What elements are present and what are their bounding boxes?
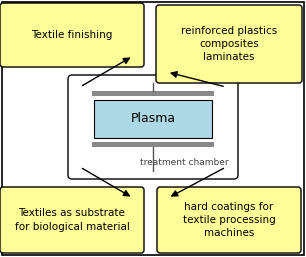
Text: Textiles as substrate
for biological material: Textiles as substrate for biological mat… [15,208,129,232]
Bar [92,91,214,96]
Text: reinforced plastics
composites
laminates: reinforced plastics composites laminates [181,26,277,62]
Text: Textile finishing: Textile finishing [31,30,113,40]
FancyBboxPatch shape [94,100,212,138]
Text: hard coatings for
textile processing
machines: hard coatings for textile processing mac… [183,202,275,238]
FancyBboxPatch shape [2,2,304,255]
Text: Plasma: Plasma [130,113,176,125]
Bar [92,142,214,147]
FancyBboxPatch shape [156,5,302,83]
FancyBboxPatch shape [0,187,144,253]
FancyBboxPatch shape [157,187,301,253]
FancyBboxPatch shape [0,3,144,67]
Text: treatment chamber: treatment chamber [140,158,229,167]
FancyBboxPatch shape [68,75,238,179]
